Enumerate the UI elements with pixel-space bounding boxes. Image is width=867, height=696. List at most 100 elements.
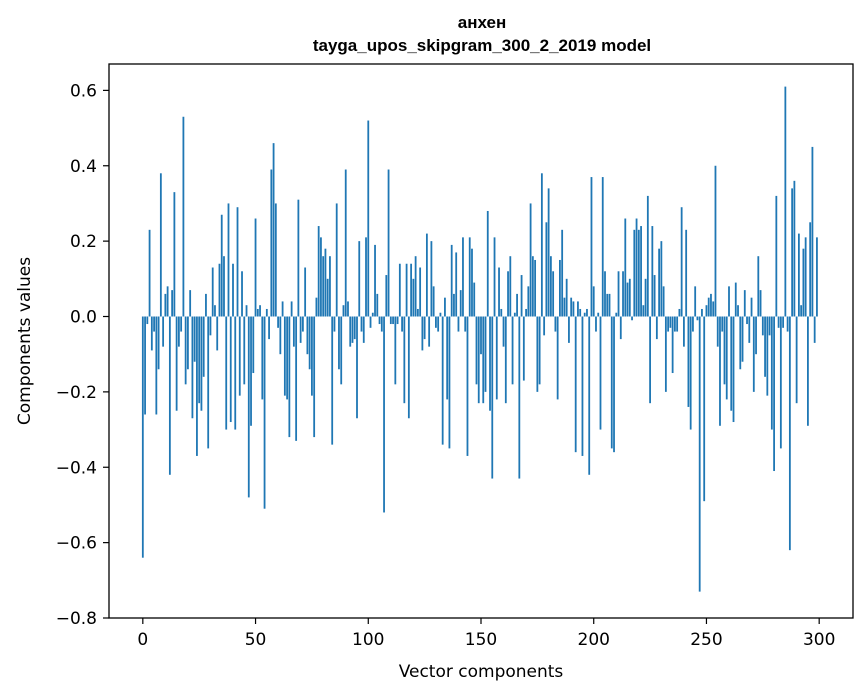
bar xyxy=(335,203,338,317)
bar xyxy=(486,210,489,317)
bar xyxy=(473,282,476,317)
bar xyxy=(599,316,602,430)
bar xyxy=(432,286,435,317)
bar xyxy=(265,308,268,317)
bar xyxy=(308,316,311,370)
bar xyxy=(166,286,169,317)
bar xyxy=(646,195,649,317)
bar xyxy=(175,316,178,411)
bar xyxy=(419,267,422,317)
bar xyxy=(662,286,665,317)
bar xyxy=(615,312,618,317)
bar xyxy=(795,316,798,404)
bar xyxy=(191,316,194,419)
bar xyxy=(766,316,769,396)
bar xyxy=(601,177,604,317)
bar xyxy=(250,316,252,426)
bar xyxy=(401,316,403,332)
bar xyxy=(527,286,530,317)
bar xyxy=(538,316,541,385)
bar xyxy=(225,316,228,430)
bar xyxy=(773,316,775,472)
bar xyxy=(254,218,257,317)
bar xyxy=(416,308,419,317)
bar xyxy=(378,316,381,325)
bar xyxy=(232,263,234,317)
bar xyxy=(356,316,358,419)
bar xyxy=(617,271,620,317)
bar xyxy=(658,248,661,317)
y-tick-label: 0.4 xyxy=(70,157,97,177)
bar xyxy=(187,316,189,370)
bar xyxy=(520,275,523,317)
x-tick-label: 250 xyxy=(690,630,722,650)
bar xyxy=(414,256,417,317)
bar xyxy=(259,305,261,317)
chart-title: анхен xyxy=(458,13,506,32)
bar xyxy=(705,305,708,317)
bar xyxy=(802,248,805,317)
bar xyxy=(326,278,329,317)
bar xyxy=(371,312,374,317)
bar xyxy=(597,312,600,317)
bar xyxy=(367,120,370,317)
bar xyxy=(782,316,785,328)
bar xyxy=(153,316,155,332)
bar xyxy=(144,316,146,415)
bar xyxy=(407,316,410,419)
bar xyxy=(692,316,694,332)
bar xyxy=(807,316,809,426)
bar xyxy=(653,275,656,317)
bar xyxy=(430,241,433,317)
bar xyxy=(572,301,575,317)
bar xyxy=(552,271,555,317)
bar xyxy=(162,316,165,347)
bar xyxy=(482,316,485,404)
bar xyxy=(448,316,451,449)
bar xyxy=(394,316,397,385)
bar xyxy=(435,316,437,328)
bar xyxy=(283,316,286,396)
bar xyxy=(694,286,697,317)
bar xyxy=(673,316,676,332)
bar xyxy=(387,169,390,317)
x-axis-label: Vector components xyxy=(399,662,564,682)
bar xyxy=(444,297,446,317)
bar xyxy=(324,248,327,317)
bar xyxy=(182,116,185,317)
bar xyxy=(511,316,514,385)
bar xyxy=(243,316,246,385)
bar xyxy=(698,316,701,592)
bar xyxy=(471,248,473,317)
bar xyxy=(531,256,534,317)
bar xyxy=(421,316,424,351)
bar xyxy=(475,316,478,385)
bar xyxy=(687,316,690,407)
bar xyxy=(320,237,322,317)
bar xyxy=(331,316,334,445)
bar xyxy=(507,271,509,317)
bar xyxy=(680,207,683,317)
bar xyxy=(676,316,679,332)
bar xyxy=(351,316,354,343)
bar xyxy=(202,316,205,377)
bar xyxy=(168,316,171,475)
bar xyxy=(779,316,782,449)
bar xyxy=(245,305,248,317)
x-tick-label: 0 xyxy=(137,630,148,650)
bar xyxy=(299,316,302,343)
bar xyxy=(489,316,491,411)
bar-series xyxy=(141,86,818,592)
bar xyxy=(570,297,573,317)
bar xyxy=(365,237,367,317)
y-tick-label: −0.2 xyxy=(56,383,97,403)
bar xyxy=(788,316,791,551)
bar xyxy=(678,308,681,317)
x-tick-label: 200 xyxy=(578,630,610,650)
bar xyxy=(450,244,453,317)
bar xyxy=(725,316,728,400)
y-axis-label: Components values xyxy=(15,257,35,425)
bar xyxy=(383,316,385,513)
bar xyxy=(295,316,298,441)
bar xyxy=(752,316,755,392)
